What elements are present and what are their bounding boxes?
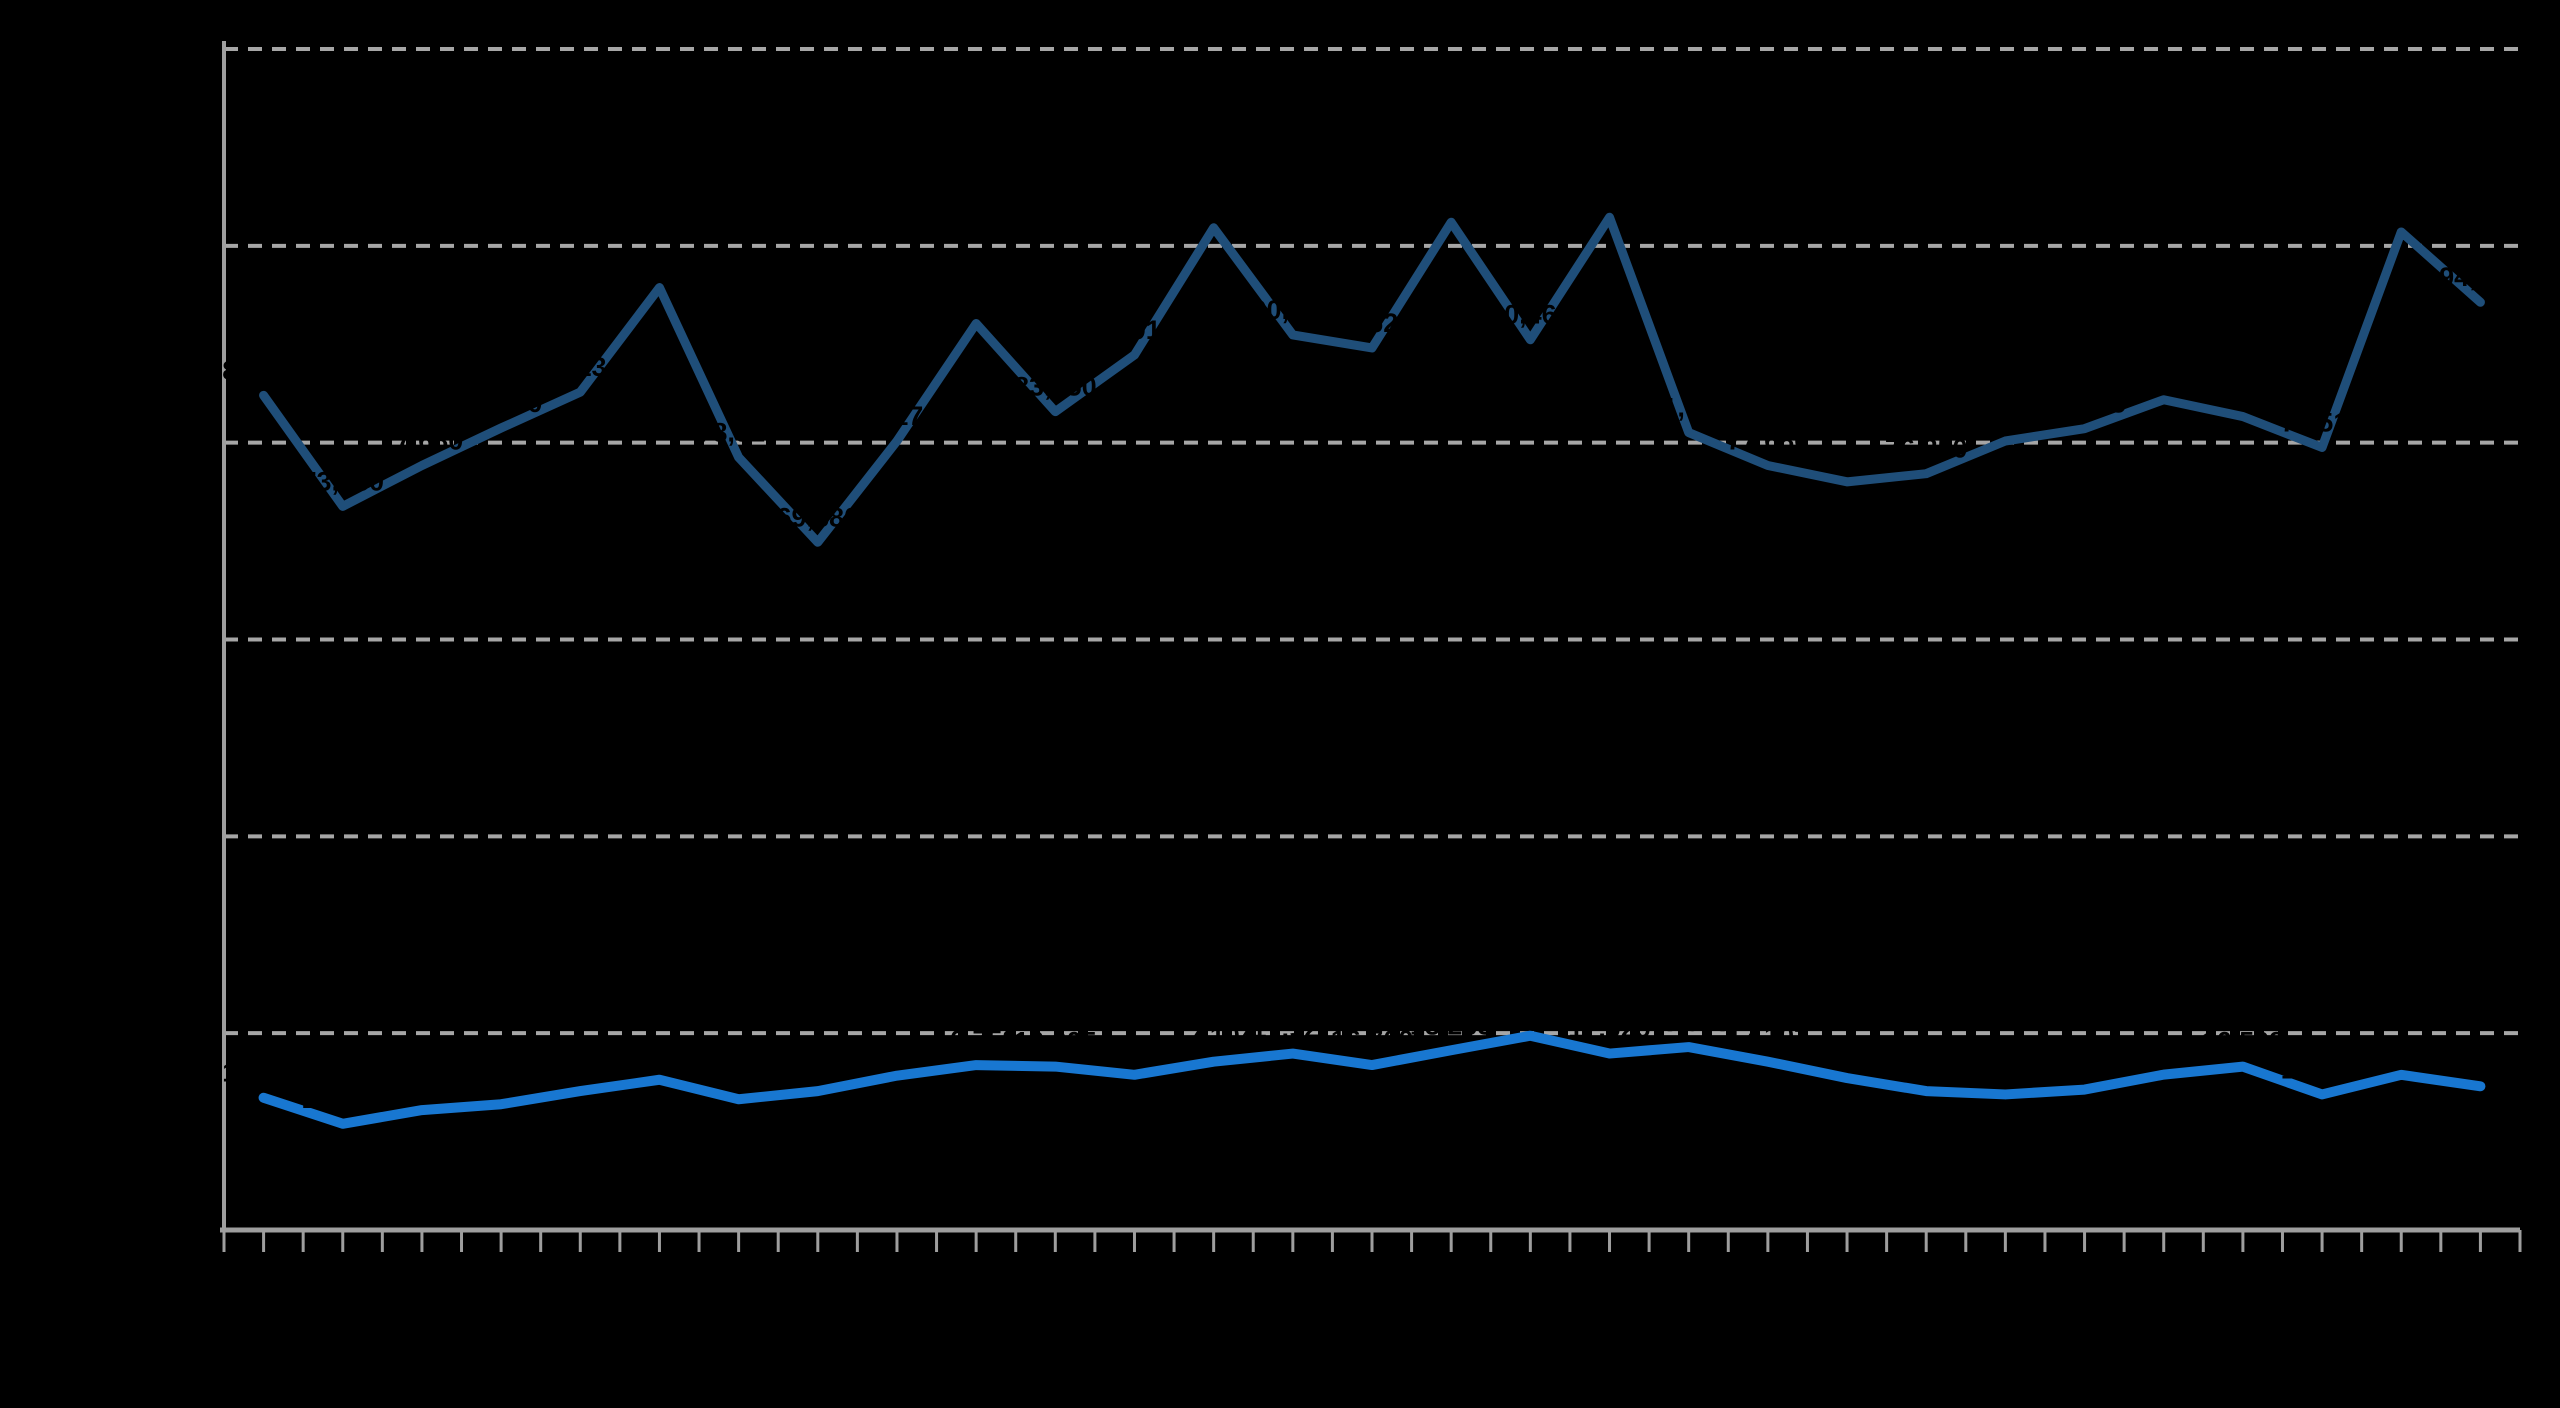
upper-series-data-label: 101,836 [1165, 188, 1263, 218]
lower-series-data-label: 16,760 [1331, 1025, 1414, 1055]
upper-series-data-label: 84,362 [2122, 360, 2205, 390]
upper-series-data-label: 92,110 [936, 283, 1017, 313]
lower-series-data-label: 15,771 [1093, 1035, 1176, 1065]
lower-series-data-label: 15,438 [1806, 1038, 1889, 1068]
upper-series-data-label: 77,680 [1727, 425, 1810, 455]
lower-series-data-label: 14,108 [776, 1051, 859, 1081]
lower-series-data-label: 16,758 [935, 1025, 1018, 1055]
upper-series-data-label: 77,680 [381, 425, 464, 455]
lower-series-data-label: 14,112 [1886, 1051, 1967, 1081]
upper-series-data-label: 84,810 [222, 355, 305, 385]
upper-series-data-label: 90,460 [1489, 300, 1572, 330]
upper-series-data-label: 102,900 [1561, 177, 1659, 207]
upper-series-data-label: 76,020 [1806, 442, 1889, 472]
lower-series-data-label: 17,103 [1727, 1022, 1810, 1052]
lower-series-data-label: 10,792 [301, 1084, 384, 1114]
lower-series-data-label: 13,283 [697, 1059, 780, 1089]
upper-series-data-label: 79,510 [2281, 407, 2364, 437]
lower-series-data-label: 14,266 [2043, 1050, 2126, 1080]
upper-series-data-label: 78,510 [697, 417, 780, 447]
lower-series-data-label: 15,768 [2360, 1035, 2443, 1065]
upper-series-data-label: 76,850 [1885, 434, 1968, 464]
upper-series-data-label: 88,913 [1093, 315, 1176, 345]
lower-series-data-label: 14,601 [2439, 1046, 2522, 1076]
lower-series-line [258, 1030, 2486, 1129]
upper-series-data-label: 95,760 [618, 248, 701, 278]
lower-series-data-label: 17,927 [1252, 1014, 1335, 1044]
upper-series-data-label: 82,650 [2202, 377, 2285, 407]
upper-series-data-label: 81,024 [1647, 393, 1730, 423]
upper-series-data-label: 102,400 [1402, 182, 1500, 212]
lower-series-data-label: 13,774 [1964, 1054, 2047, 1084]
upper-series-line [259, 212, 2485, 547]
lower-series-data-label: 18,263 [1410, 1010, 1493, 1040]
lower-series-data-label: 12,781 [460, 1064, 543, 1094]
lower-series-data-label: 15,790 [2122, 1035, 2205, 1065]
upper-series-data-label: 83,150 [1014, 372, 1097, 402]
upper-series-data-label: 85,134 [539, 352, 622, 382]
lower-series-data-label: 17,104 [1172, 1022, 1255, 1052]
lower-series-data-label: 15,266 [618, 1040, 701, 1070]
upper-series-data-label: 90,950 [1252, 295, 1335, 325]
upper-series-data-label: 73,530 [301, 466, 384, 496]
lower-series-data-label: 12,185 [381, 1070, 464, 1100]
lower-series-data-label: 16,605 [1014, 1027, 1097, 1057]
upper-series-data-label: 89,620 [1331, 308, 1414, 338]
upper-series-data-label: 81,425 [2043, 389, 2126, 419]
upper-series-data-label: 101,410 [2352, 192, 2450, 222]
lower-series-data-label: 16,598 [2202, 1027, 2285, 1057]
upper-series-data-label: 94,270 [2439, 262, 2522, 292]
upper-series-data-label: 80,170 [1964, 401, 2047, 431]
lower-series-data-label: 19,742 [1489, 996, 1572, 1026]
lower-series-data-label: 13,775 [2281, 1054, 2364, 1084]
lower-series-data-label: 18,588 [1647, 1007, 1730, 1037]
upper-series-data-label: 69,880 [776, 502, 859, 532]
lower-series-data-label: 14,113 [540, 1051, 621, 1081]
lower-series-data-label: 15,683 [856, 1036, 939, 1066]
lower-series-data-label: 17,929 [1568, 1014, 1651, 1044]
lower-series-data-label: 13,440 [222, 1058, 305, 1088]
upper-series-data-label: 80,170 [856, 401, 939, 431]
upper-series-data-label: 81,490 [460, 388, 543, 418]
